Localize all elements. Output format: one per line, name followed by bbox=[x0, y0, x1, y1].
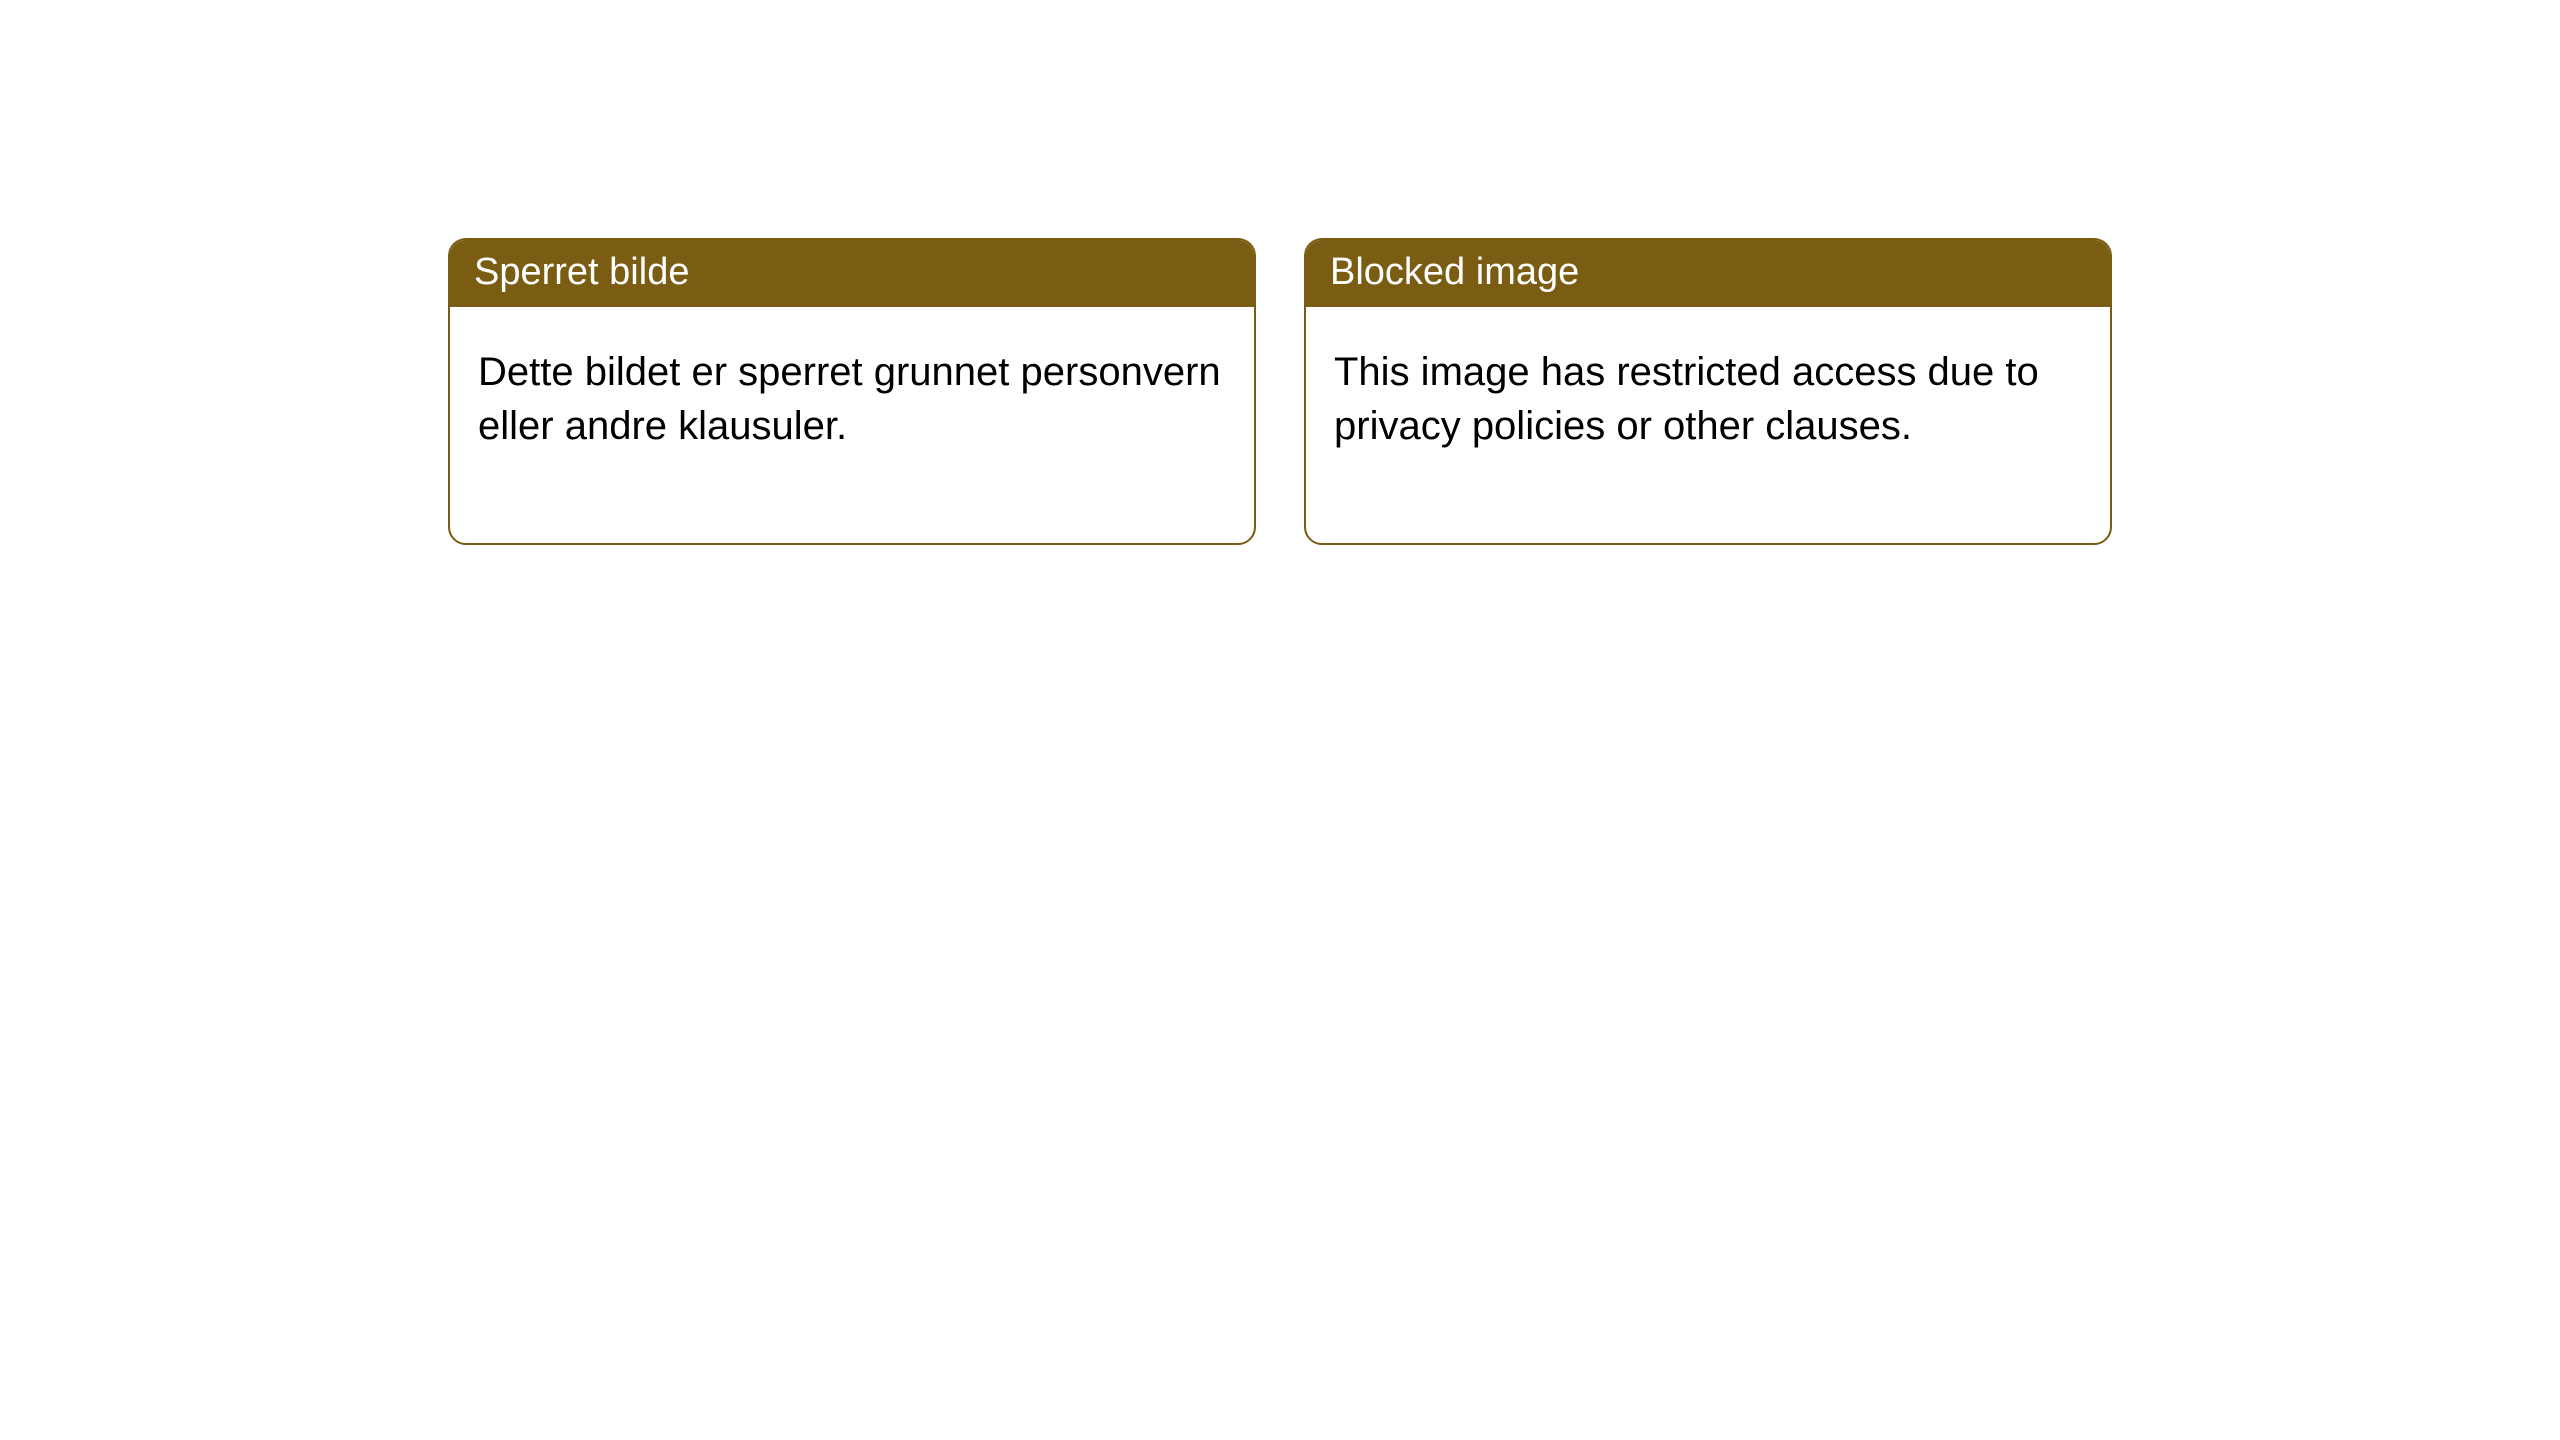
notice-body: Dette bildet er sperret grunnet personve… bbox=[450, 307, 1254, 543]
notice-body: This image has restricted access due to … bbox=[1306, 307, 2110, 543]
notice-header: Blocked image bbox=[1306, 240, 2110, 307]
notice-card-english: Blocked image This image has restricted … bbox=[1304, 238, 2112, 545]
notice-container: Sperret bilde Dette bildet er sperret gr… bbox=[0, 0, 2560, 545]
notice-card-norwegian: Sperret bilde Dette bildet er sperret gr… bbox=[448, 238, 1256, 545]
notice-header: Sperret bilde bbox=[450, 240, 1254, 307]
